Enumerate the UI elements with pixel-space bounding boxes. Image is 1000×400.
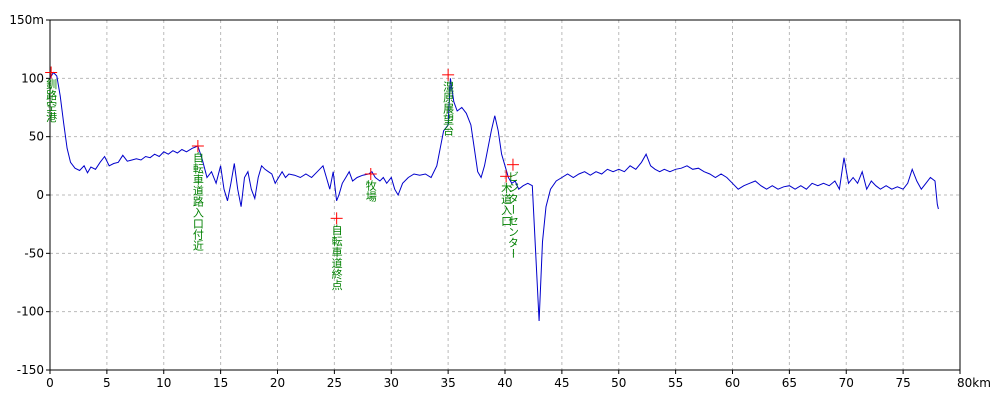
- x-tick-label: 5: [103, 376, 111, 390]
- x-tick-label: 15: [213, 376, 228, 390]
- y-tick-label: -50: [24, 246, 44, 260]
- x-tick-label: 75: [895, 376, 910, 390]
- waypoint-label: 釧路空港: [45, 77, 58, 122]
- waypoint-marker: [500, 170, 513, 183]
- x-tick-label: 55: [668, 376, 683, 390]
- y-tick-label: 100: [21, 71, 44, 85]
- axis-ticks: 0 5 10 15 20 25 30 35 40 45 50 55 60 65 70 75 80km -150 -1…: [9, 13, 991, 390]
- y-tick-label: 50: [29, 130, 44, 144]
- waypoint-label: ビジターセンター: [506, 170, 519, 258]
- waypoint-marker: [506, 158, 519, 171]
- elevation-line: [49, 71, 939, 322]
- x-tick-label: 20: [270, 376, 285, 390]
- x-tick-label: 65: [782, 376, 797, 390]
- waypoint-markers: [45, 66, 519, 225]
- x-tick-label: 80km: [957, 376, 991, 390]
- x-tick-label: 30: [384, 376, 399, 390]
- y-tick-label: -100: [17, 305, 44, 319]
- x-tick-label: 50: [611, 376, 626, 390]
- waypoint-label: 自転車道路入口付近: [191, 152, 204, 251]
- x-tick-label: 70: [839, 376, 854, 390]
- x-tick-label: 45: [554, 376, 569, 390]
- x-tick-label: 0: [46, 376, 54, 390]
- waypoint-marker: [45, 66, 58, 79]
- waypoint-marker: [364, 168, 377, 180]
- y-tick-label: 150m: [9, 13, 44, 27]
- waypoint-marker: [442, 68, 455, 81]
- waypoint-label: 湿原展望台: [442, 81, 455, 136]
- waypoint-label: 牧場: [364, 179, 377, 203]
- waypoint-label: 木道入口: [500, 182, 513, 226]
- x-tick-label: 60: [725, 376, 740, 390]
- x-tick-label: 25: [327, 376, 342, 390]
- x-tick-label: 35: [440, 376, 455, 390]
- x-tick-label: 10: [156, 376, 171, 390]
- x-tick-label: 40: [497, 376, 512, 390]
- waypoint-marker: [191, 140, 204, 152]
- waypoint-label: 自転車道終点: [330, 224, 343, 291]
- y-tick-label: -150: [17, 363, 44, 377]
- waypoint-marker: [330, 212, 343, 225]
- y-tick-label: 0: [36, 188, 44, 202]
- grid: [50, 20, 960, 370]
